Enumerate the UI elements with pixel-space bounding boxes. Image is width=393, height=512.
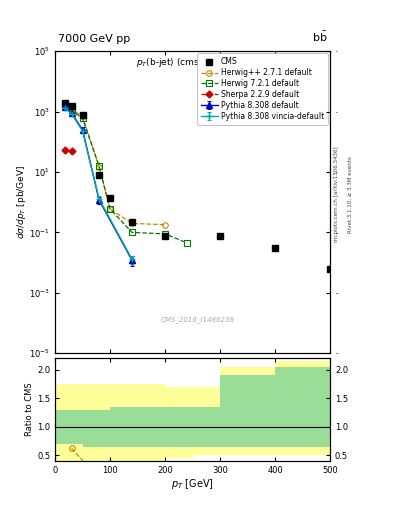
- Y-axis label: Ratio to CMS: Ratio to CMS: [25, 383, 34, 436]
- X-axis label: $p_T$ [GeV]: $p_T$ [GeV]: [171, 477, 214, 492]
- Herwig++ 2.7.1 default: [130, 220, 134, 226]
- Text: $p_T$(b-jet) (cms2016-2b2j): $p_T$(b-jet) (cms2016-2b2j): [136, 56, 249, 69]
- Herwig++ 2.7.1 default: [62, 101, 67, 107]
- Line: Herwig++ 2.7.1 default: Herwig++ 2.7.1 default: [62, 101, 168, 227]
- Herwig 7.2.1 default: [97, 163, 101, 169]
- Herwig 7.2.1 default: [130, 229, 134, 236]
- Herwig 7.2.1 default: [62, 102, 67, 109]
- Line: Sherpa 2.2.9 default: Sherpa 2.2.9 default: [62, 147, 74, 154]
- CMS: [80, 112, 85, 118]
- Herwig 7.2.1 default: [80, 115, 85, 121]
- Herwig++ 2.7.1 default: [97, 164, 101, 170]
- Herwig 7.2.1 default: [69, 108, 74, 114]
- Herwig++ 2.7.1 default: [69, 106, 74, 112]
- Line: CMS: CMS: [62, 99, 388, 288]
- Text: mcplots.cern.ch [arXiv:1306.3436]: mcplots.cern.ch [arXiv:1306.3436]: [334, 147, 338, 242]
- CMS: [328, 266, 332, 272]
- Text: CMS_2016_I1486238: CMS_2016_I1486238: [161, 316, 235, 323]
- CMS: [69, 103, 74, 110]
- CMS: [97, 172, 101, 178]
- CMS: [273, 245, 277, 251]
- CMS: [108, 195, 112, 201]
- Herwig++ 2.7.1 default: [163, 222, 167, 228]
- Line: Herwig 7.2.1 default: Herwig 7.2.1 default: [62, 103, 190, 246]
- CMS: [163, 233, 167, 239]
- CMS: [62, 99, 67, 105]
- Sherpa 2.2.9 default: [62, 146, 67, 153]
- CMS: [130, 219, 134, 225]
- Sherpa 2.2.9 default: [69, 148, 74, 154]
- Herwig 7.2.1 default: [108, 206, 112, 212]
- Y-axis label: $d\sigma/dp_T$ [pb/GeV]: $d\sigma/dp_T$ [pb/GeV]: [15, 165, 28, 239]
- Herwig 7.2.1 default: [163, 231, 167, 237]
- Text: b$\mathsf{\bar{b}}$: b$\mathsf{\bar{b}}$: [312, 30, 327, 44]
- Legend: CMS, Herwig++ 2.7.1 default, Herwig 7.2.1 default, Sherpa 2.2.9 default, Pythia : CMS, Herwig++ 2.7.1 default, Herwig 7.2.…: [197, 53, 328, 125]
- CMS: [383, 282, 387, 288]
- Text: Rivet 3.1.10, ≥ 3.3M events: Rivet 3.1.10, ≥ 3.3M events: [348, 156, 353, 233]
- Herwig 7.2.1 default: [185, 240, 189, 246]
- Herwig++ 2.7.1 default: [80, 113, 85, 119]
- Text: 7000 GeV pp: 7000 GeV pp: [58, 34, 130, 44]
- CMS: [218, 233, 222, 239]
- Herwig++ 2.7.1 default: [108, 206, 112, 212]
